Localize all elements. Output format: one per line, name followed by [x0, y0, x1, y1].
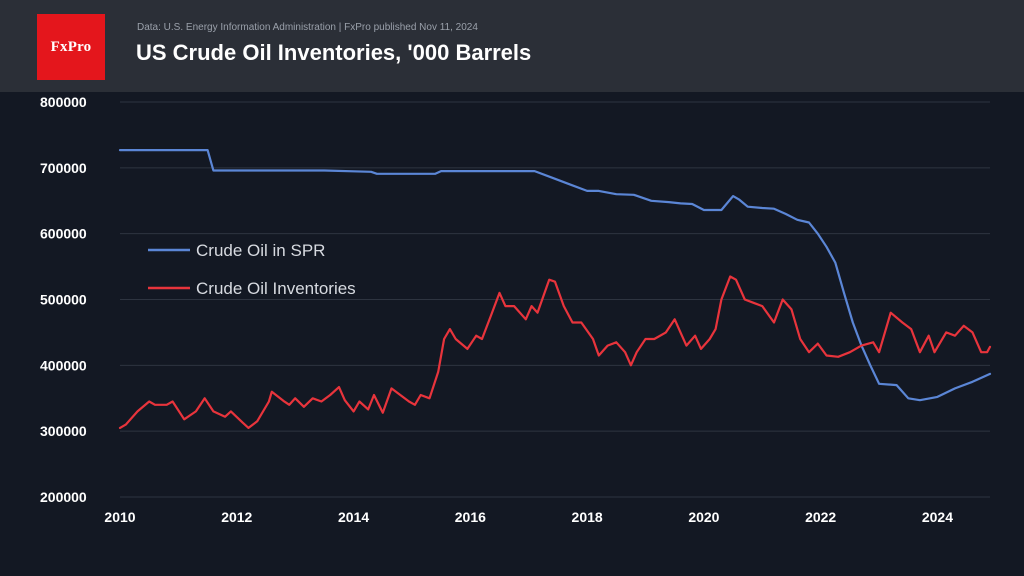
y-tick-label: 600000 [40, 226, 87, 242]
legend-label: Crude Oil in SPR [196, 241, 325, 260]
legend-label: Crude Oil Inventories [196, 279, 356, 298]
series-line-1 [118, 275, 992, 429]
y-tick-label: 500000 [40, 292, 87, 308]
y-tick-label: 700000 [40, 160, 87, 176]
line-chart: 200000 300000 400000 500000 600000 700000 8000… [40, 94, 992, 525]
x-tick-label: 2022 [805, 509, 836, 525]
x-tick-label: 2018 [572, 509, 603, 525]
data-source-note: Data: U.S. Energy Information Administra… [137, 22, 478, 33]
y-tick-label: 800000 [40, 94, 87, 110]
y-tick-label: 400000 [40, 357, 87, 373]
gridlines [120, 101, 990, 498]
y-tick-label: 300000 [40, 423, 87, 439]
y-axis: 200000 300000 400000 500000 600000 700000 8000… [40, 94, 87, 505]
x-tick-label: 2012 [221, 509, 252, 525]
y-tick-label: 200000 [40, 489, 87, 505]
logo-text: FxPro [50, 38, 92, 55]
x-tick-label: 2010 [104, 509, 135, 525]
x-tick-label: 2020 [688, 509, 719, 525]
series-line-0 [118, 149, 992, 402]
series-lines [118, 149, 992, 429]
x-axis: 2010 2012 2014 2016 2018 2020 2022 2024 [104, 509, 953, 525]
x-tick-label: 2014 [338, 509, 369, 525]
x-tick-label: 2016 [455, 509, 486, 525]
x-tick-label: 2024 [922, 509, 953, 525]
chart-title: US Crude Oil Inventories, '000 Barrels [136, 40, 532, 65]
fxpro-logo: FxPro [37, 14, 105, 80]
legend: Crude Oil in SPR Crude Oil Inventories [148, 241, 356, 298]
chart-header: FxPro Data: U.S. Energy Information Admi… [0, 0, 1024, 92]
